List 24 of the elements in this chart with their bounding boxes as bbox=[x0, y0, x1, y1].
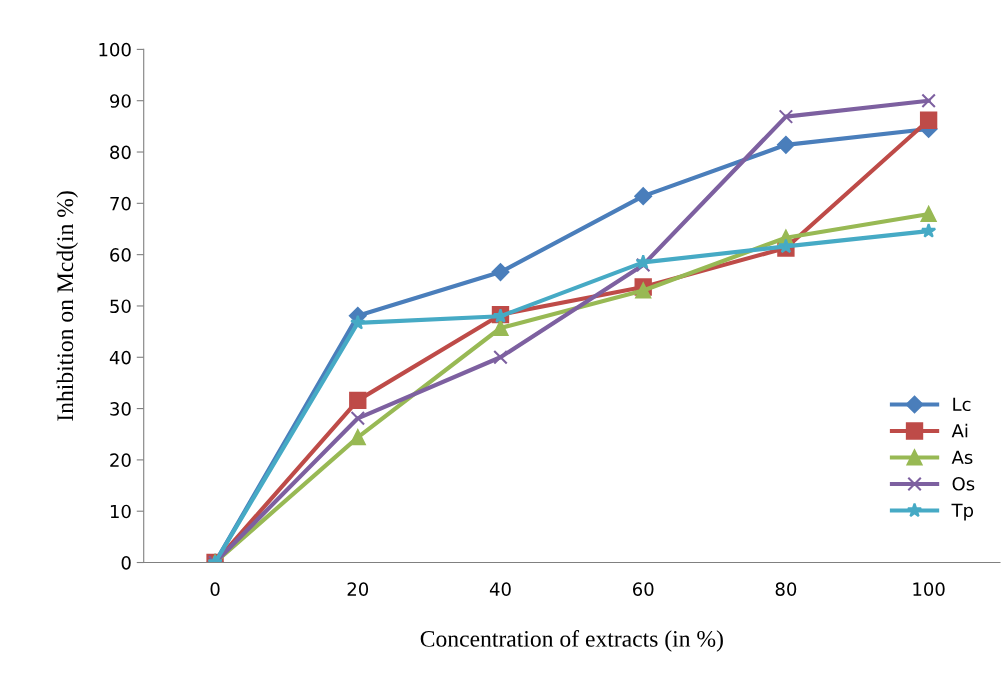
x-tick-label: 80 bbox=[775, 582, 797, 596]
x-tick-label: 60 bbox=[632, 582, 654, 596]
y-tick-label: 10 bbox=[110, 504, 131, 519]
legend-label: Lc bbox=[953, 397, 971, 412]
legend-label: Ai bbox=[951, 423, 968, 438]
x-axis-title: Concentration of extracts (in %) bbox=[420, 629, 723, 652]
legend-label: Os bbox=[952, 476, 975, 491]
y-tick-label: 50 bbox=[110, 299, 131, 314]
x-tick-label: 100 bbox=[913, 582, 945, 596]
x-tick-label: 40 bbox=[489, 582, 511, 596]
y-tick-label: 20 bbox=[110, 453, 131, 468]
y-tick-label: 80 bbox=[110, 145, 131, 160]
legend-label: Tp bbox=[951, 503, 974, 521]
y-tick-label: 100 bbox=[99, 42, 131, 57]
y-tick-label: 0 bbox=[121, 555, 131, 570]
x-tick-label: 0 bbox=[210, 582, 220, 596]
y-tick-label: 60 bbox=[110, 248, 131, 262]
y-tick-label: 30 bbox=[110, 402, 131, 416]
y-tick-label: 70 bbox=[110, 196, 131, 211]
y-tick-label: 40 bbox=[109, 350, 131, 365]
y-tick-label: 90 bbox=[110, 94, 131, 108]
legend-label: As bbox=[951, 450, 973, 465]
x-tick-label: 20 bbox=[347, 582, 369, 596]
y-axis-title: Inhibition on Mcd(in %) bbox=[56, 191, 78, 421]
